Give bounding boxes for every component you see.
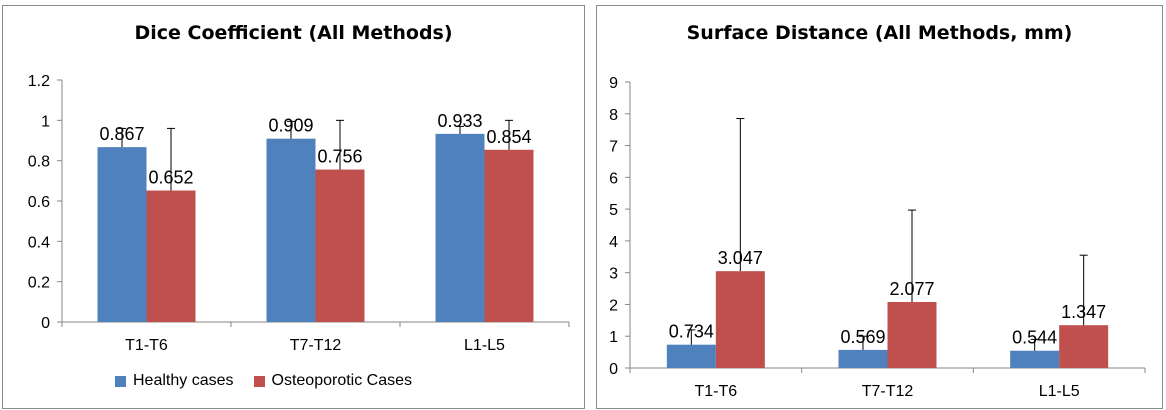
chart-legend: Healthy cases Osteoporotic Cases [115, 372, 432, 390]
y-tick-label: 1.2 [28, 73, 50, 90]
dice-chart-title: Dice Coefficient (All Methods) [134, 22, 453, 44]
bar-osteoporotic-t1-t6 [715, 271, 765, 368]
surface-distance-chart-plot: 0 1 2 3 4 5 6 7 8 9 T1-T6 T7-T12 L1-L5 0.734 3.047 0.56… [609, 75, 1146, 400]
y-tick-label: 8 [609, 107, 618, 124]
bar-osteoporotic-l1-l5 [1059, 325, 1109, 368]
legend-label-osteoporotic: Osteoporotic Cases [271, 372, 413, 389]
surface-distance-chart-title: Surface Distance (All Methods, mm) [686, 22, 1073, 44]
y-tick-label: 3 [609, 266, 618, 283]
data-label: 1.347 [1061, 302, 1106, 322]
legend-label-healthy: Healthy cases [133, 372, 234, 389]
dice-chart-plot: 0 0.2 0.4 0.6 0.8 1 1.2 T1-T6 T7-T12 L1-L5 0.867 0.… [28, 73, 570, 354]
x-tick-label: T1-T6 [694, 383, 737, 400]
data-label: 0.909 [268, 116, 313, 136]
y-tick-label: 9 [609, 75, 618, 92]
data-label: 2.077 [889, 279, 934, 299]
bar-healthy-t7-t12 [838, 349, 888, 368]
data-label: 0.734 [669, 322, 714, 342]
data-label: 0.933 [437, 111, 482, 131]
y-tick-label: 6 [609, 170, 618, 187]
x-tick-label: T7-T12 [290, 337, 342, 354]
y-tick-label: 0 [609, 361, 618, 378]
bar-healthy-t1-t6 [666, 344, 716, 368]
data-label: 0.544 [1012, 328, 1057, 348]
bar-osteoporotic-t7-t12 [315, 169, 365, 322]
bar-healthy-l1-l5 [435, 133, 485, 322]
dice-chart-panel: Dice Coefficient (All Methods) 0 0.2 0.4 0.… [2, 5, 585, 409]
bar-healthy-t1-t6 [97, 147, 147, 322]
legend-item-healthy: Healthy cases [115, 372, 234, 390]
y-tick-label: 4 [609, 234, 618, 251]
y-tick-label: 0.6 [28, 194, 50, 211]
x-tick-label: T7-T12 [862, 383, 914, 400]
y-tick-label: 5 [609, 202, 618, 219]
data-label: 0.652 [148, 168, 193, 188]
data-label: 0.867 [99, 124, 144, 144]
data-label: 3.047 [718, 248, 763, 268]
data-label: 0.569 [840, 327, 885, 347]
bar-osteoporotic-t7-t12 [887, 301, 937, 368]
y-tick-label: 7 [609, 139, 618, 156]
y-tick-label: 1 [609, 329, 618, 346]
legend-swatch-healthy [115, 375, 126, 387]
x-tick-label: L1-L5 [1039, 383, 1080, 400]
data-label: 0.854 [486, 127, 531, 147]
legend-swatch-osteoporotic [253, 375, 265, 387]
y-tick-label: 2 [609, 297, 618, 314]
bar-osteoporotic-t1-t6 [146, 190, 196, 322]
y-tick-label: 0.8 [28, 154, 50, 171]
legend-item-osteoporotic: Osteoporotic Cases [253, 372, 413, 390]
data-label: 0.756 [317, 147, 362, 167]
x-tick-label: T1-T6 [125, 337, 168, 354]
bar-healthy-t7-t12 [266, 138, 316, 322]
y-tick-label: 1 [41, 113, 50, 130]
y-tick-label: 0.4 [28, 234, 50, 251]
y-tick-label: 0.2 [28, 275, 50, 292]
y-tick-label: 0 [41, 315, 50, 332]
surface-distance-chart-panel: Surface Distance (All Methods, mm) 0 1 2 3 4… [596, 5, 1163, 409]
bar-osteoporotic-l1-l5 [484, 149, 534, 322]
bar-healthy-l1-l5 [1010, 350, 1060, 368]
x-tick-label: L1-L5 [464, 337, 505, 354]
